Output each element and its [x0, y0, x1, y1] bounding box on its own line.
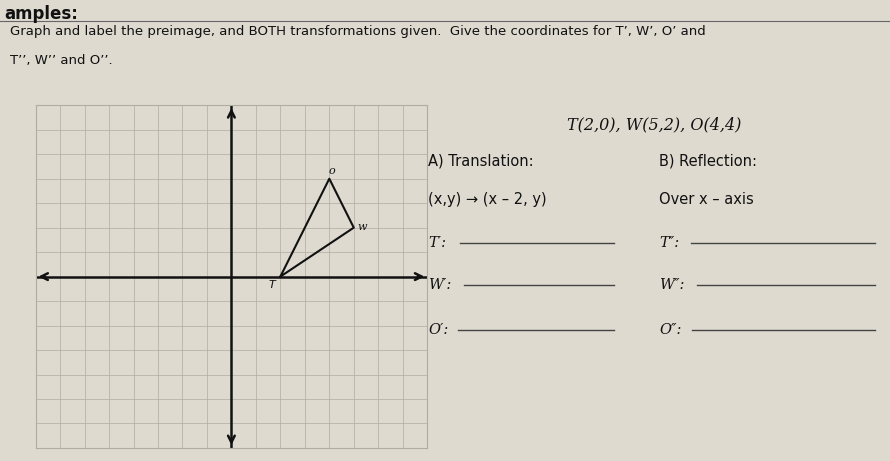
Text: T″:: T″:	[659, 236, 679, 250]
Text: Over x – axis: Over x – axis	[659, 192, 754, 207]
Text: O′:: O′:	[428, 323, 449, 337]
Text: T’’, W’’ and O’’.: T’’, W’’ and O’’.	[10, 54, 113, 67]
Text: amples:: amples:	[4, 5, 78, 23]
Text: Graph and label the preimage, and BOTH transformations given.  Give the coordina: Graph and label the preimage, and BOTH t…	[10, 25, 706, 38]
Text: W′:: W′:	[428, 278, 451, 292]
Text: O″:: O″:	[659, 323, 682, 337]
Text: W″:: W″:	[659, 278, 684, 292]
Text: T(2,0), W(5,2), O(4,4): T(2,0), W(5,2), O(4,4)	[567, 117, 741, 134]
Text: T′:: T′:	[428, 236, 447, 250]
Text: A) Translation:: A) Translation:	[428, 154, 534, 169]
Text: w: w	[358, 222, 367, 232]
Text: (x,y) → (x – 2, y): (x,y) → (x – 2, y)	[428, 192, 547, 207]
Text: B) Reflection:: B) Reflection:	[659, 154, 757, 169]
Text: T: T	[268, 280, 275, 290]
Text: o: o	[328, 166, 335, 176]
